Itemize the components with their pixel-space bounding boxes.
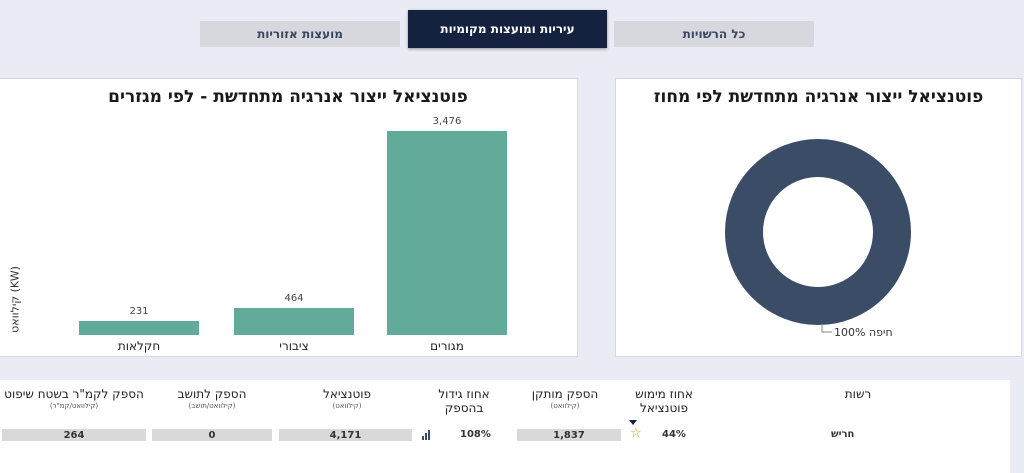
header-per-sqkm[interactable]: הספק לקמ"ר בשטח שיפוט (קילוואט/קמ"ר) — [0, 387, 150, 411]
header-authority[interactable]: רשות — [844, 387, 872, 401]
cell-growth: 108% — [460, 429, 491, 440]
tab-all-authorities[interactable]: כל הרשויות — [614, 21, 814, 47]
table-row[interactable]: חריש 44% ☆ 1,837 108% 4,171 0 264 — [0, 426, 1010, 443]
bar-public[interactable] — [234, 308, 354, 335]
header-growth[interactable]: אחוז גידול בהספק — [438, 387, 490, 415]
bar-category-label: חקלאות — [117, 339, 161, 353]
cell-utilization: 44% — [662, 429, 686, 440]
header-installed-label: הספק מותקן — [531, 387, 599, 401]
header-per-resident[interactable]: הספק לתושב (קילוואט/תושב) — [152, 387, 272, 411]
bar-category-label: ציבורי — [279, 339, 309, 353]
tab-regional-councils[interactable]: מועצות אזוריות — [200, 21, 400, 47]
donut-slice-haifa[interactable] — [725, 139, 911, 325]
header-potential-label: פוטנציאל — [323, 387, 371, 401]
header-potential[interactable]: פוטנציאל (קילוואט) — [282, 387, 412, 411]
cell-per-sqkm: 264 — [2, 429, 146, 441]
header-utilization[interactable]: אחוז מימוש פוטנציאל — [635, 387, 693, 415]
bar-agriculture[interactable] — [79, 321, 199, 335]
bar-chart-title: פוטנציאל ייצור אנרגיה מתחדשת - לפי מגזרי… — [108, 87, 468, 107]
cell-potential: 4,171 — [279, 429, 412, 441]
donut-chart-title: פוטנציאל ייצור אנרגיה מתחדשת לפי מחוז — [653, 87, 984, 107]
header-installed[interactable]: הספק מותקן (קילוואט) — [510, 387, 620, 411]
star-icon: ☆ — [630, 426, 642, 441]
header-installed-unit: (קילוואט) — [550, 402, 580, 410]
donut-leader-line — [821, 324, 832, 333]
donut-legend-label: 100% חיפה — [834, 326, 893, 339]
header-potential-unit: (קילוואט) — [332, 402, 362, 410]
bar-value-label: 3,476 — [432, 116, 462, 127]
tab-cities-local-councils[interactable]: עיריות ומועצות מקומיות — [408, 10, 607, 48]
bar-category-label: מגורים — [430, 339, 464, 353]
header-per-resident-unit: (קילוואט/תושב) — [188, 402, 236, 410]
bar-residential[interactable] — [387, 131, 507, 335]
sort-arrow-icon[interactable] — [629, 420, 637, 425]
cell-authority[interactable]: חריש — [831, 429, 855, 440]
cell-installed: 1,837 — [517, 429, 621, 441]
authorities-table: רשות אחוז מימוש פוטנציאל הספק מותקן (קיל… — [0, 380, 1010, 473]
bar-chart-icon — [422, 429, 432, 440]
bar-value-label: 464 — [284, 293, 304, 304]
header-per-sqkm-unit: (קילוואט/קמ"ר) — [49, 402, 99, 410]
header-per-sqkm-label: הספק לקמ"ר בשטח שיפוט — [4, 387, 144, 401]
donut-chart — [725, 139, 911, 333]
district-donut-panel: פוטנציאל ייצור אנרגיה מתחדשת לפי מחוז 10… — [615, 78, 1022, 357]
cell-per-resident: 0 — [152, 429, 272, 441]
bar-value-label: 231 — [129, 306, 149, 317]
header-per-resident-label: הספק לתושב — [177, 387, 247, 401]
bar-chart: 3,476 מגורים 464 ציבורי 231 חקלאות — [0, 79, 579, 358]
sector-bar-panel: פוטנציאל ייצור אנרגיה מתחדשת - לפי מגזרי… — [0, 78, 578, 357]
